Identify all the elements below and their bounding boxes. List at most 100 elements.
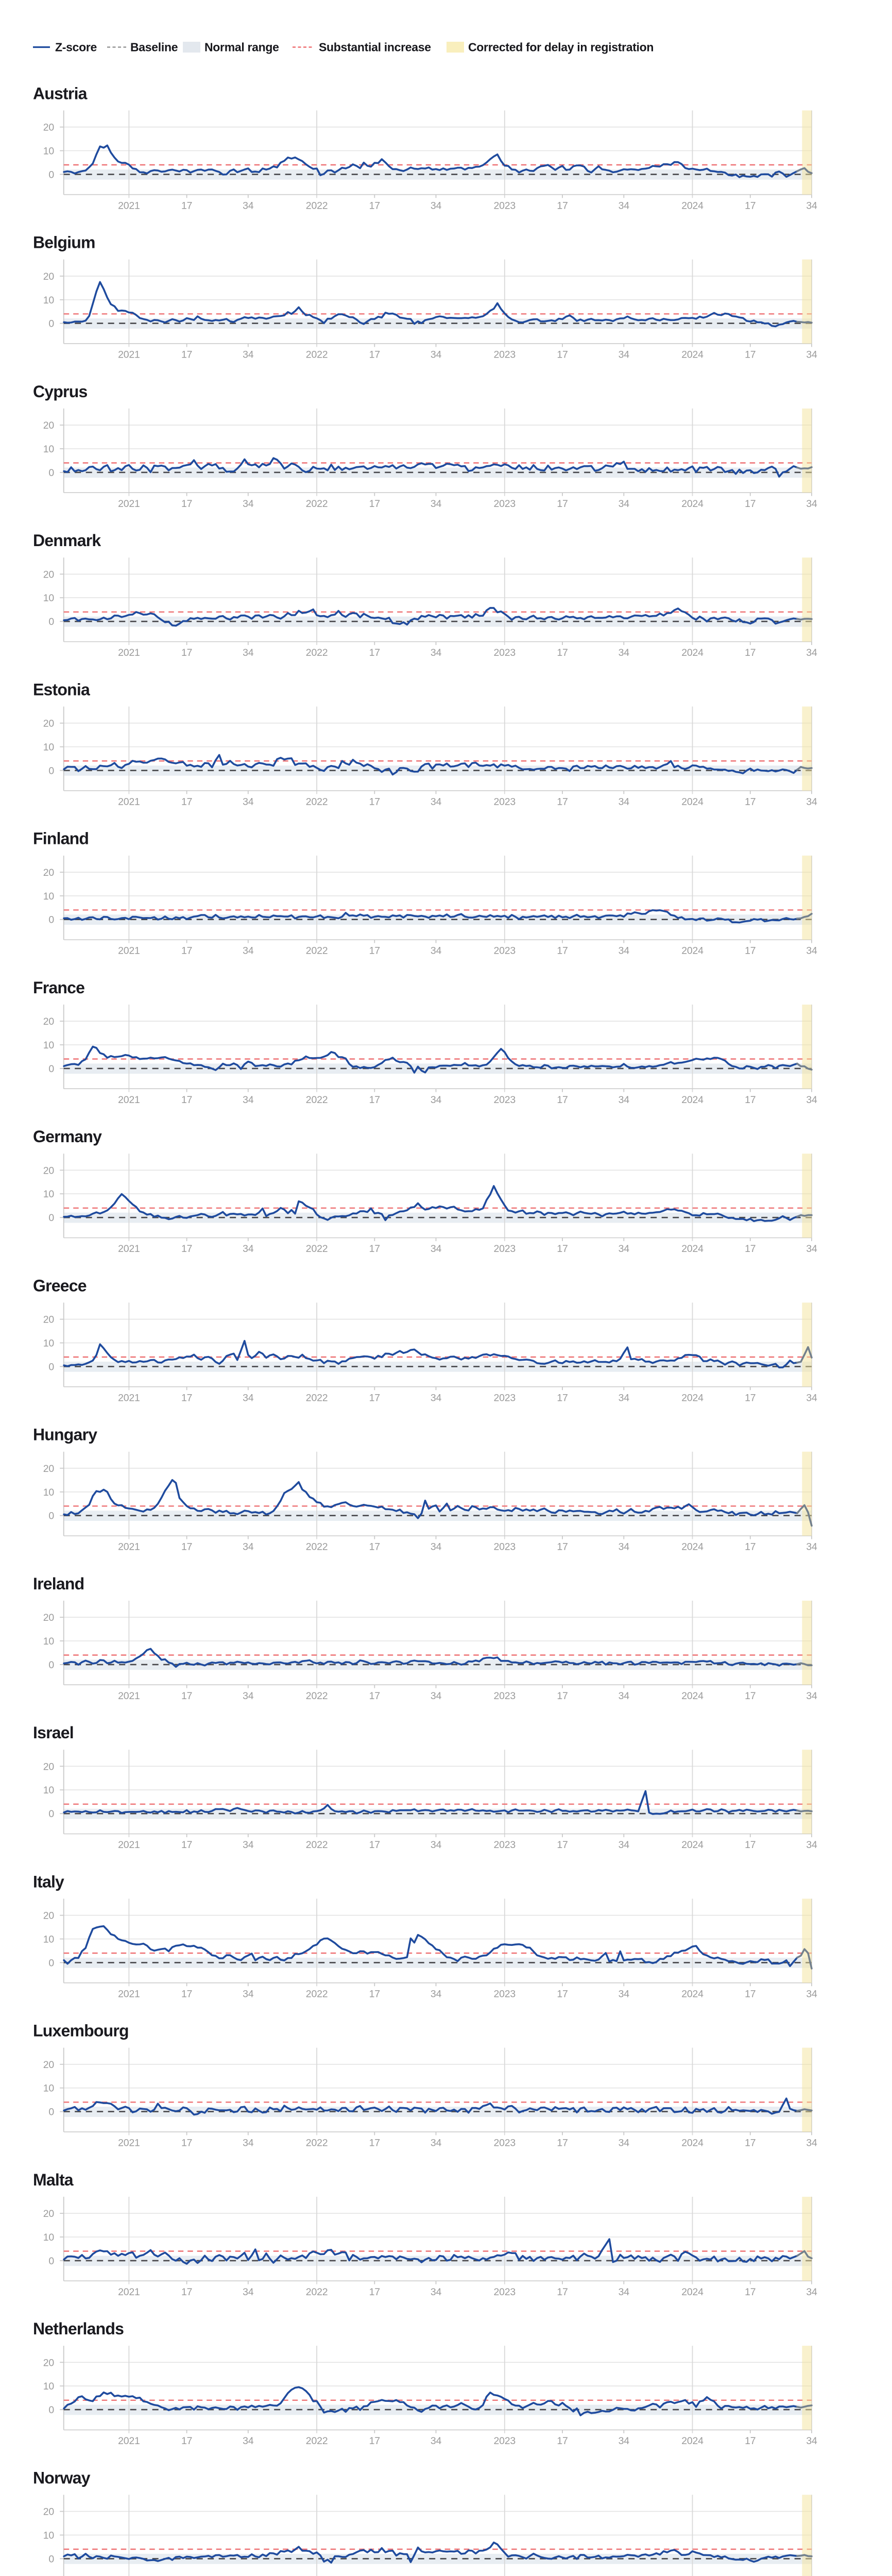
svg-text:17: 17 <box>745 498 756 510</box>
svg-text:34: 34 <box>619 498 630 510</box>
svg-text:34: 34 <box>431 2138 442 2149</box>
svg-text:34: 34 <box>619 2138 630 2149</box>
svg-text:17: 17 <box>181 796 192 807</box>
svg-text:2024: 2024 <box>681 349 704 361</box>
svg-text:2021: 2021 <box>118 1988 140 1999</box>
svg-text:20: 20 <box>43 1016 55 1027</box>
svg-text:34: 34 <box>619 945 630 957</box>
svg-text:17: 17 <box>745 1839 756 1851</box>
svg-text:17: 17 <box>369 2138 380 2149</box>
svg-text:17: 17 <box>369 2286 380 2298</box>
svg-text:34: 34 <box>431 498 442 510</box>
svg-text:2021: 2021 <box>118 1690 140 1702</box>
svg-text:17: 17 <box>557 498 568 510</box>
svg-text:2024: 2024 <box>681 1839 704 1851</box>
svg-text:34: 34 <box>243 1541 254 1553</box>
svg-text:0: 0 <box>48 1659 54 1671</box>
svg-text:2024: 2024 <box>681 1988 704 1999</box>
svg-text:20: 20 <box>43 1761 55 1772</box>
svg-text:17: 17 <box>745 945 756 957</box>
svg-text:17: 17 <box>369 796 380 807</box>
svg-text:34: 34 <box>806 2286 817 2298</box>
svg-text:34: 34 <box>243 1988 254 1999</box>
svg-text:17: 17 <box>557 1392 568 1403</box>
svg-text:0: 0 <box>48 2107 54 2118</box>
svg-text:2021: 2021 <box>118 2286 140 2298</box>
svg-text:10: 10 <box>43 2530 55 2541</box>
svg-text:17: 17 <box>745 1094 756 1106</box>
svg-text:17: 17 <box>745 349 756 361</box>
svg-text:17: 17 <box>369 1988 380 1999</box>
svg-text:2024: 2024 <box>681 1094 704 1106</box>
svg-text:2021: 2021 <box>118 1392 140 1403</box>
svg-text:34: 34 <box>243 1243 254 1255</box>
svg-text:17: 17 <box>745 1988 756 1999</box>
svg-text:34: 34 <box>806 1541 817 1553</box>
svg-text:10: 10 <box>43 146 55 157</box>
svg-text:2024: 2024 <box>681 796 704 807</box>
svg-text:10: 10 <box>43 891 55 902</box>
svg-text:17: 17 <box>181 1243 192 1255</box>
svg-text:17: 17 <box>369 647 380 658</box>
svg-text:34: 34 <box>806 498 817 510</box>
svg-text:17: 17 <box>181 2435 192 2447</box>
svg-text:34: 34 <box>431 1392 442 1403</box>
svg-text:Italy: Italy <box>33 1872 64 1891</box>
svg-text:17: 17 <box>369 1392 380 1403</box>
svg-text:10: 10 <box>43 2381 55 2392</box>
svg-text:2022: 2022 <box>306 2435 328 2447</box>
svg-text:34: 34 <box>619 1094 630 1106</box>
svg-text:34: 34 <box>806 1839 817 1851</box>
svg-text:17: 17 <box>557 1988 568 1999</box>
svg-text:34: 34 <box>806 1243 817 1255</box>
svg-text:34: 34 <box>806 1988 817 1999</box>
svg-text:France: France <box>33 978 84 997</box>
svg-text:Israel: Israel <box>33 1723 74 1742</box>
svg-text:34: 34 <box>431 945 442 957</box>
svg-text:2023: 2023 <box>494 200 516 211</box>
svg-text:10: 10 <box>43 1487 55 1498</box>
svg-text:17: 17 <box>181 498 192 510</box>
svg-text:2022: 2022 <box>306 1243 328 1255</box>
svg-text:17: 17 <box>745 1690 756 1702</box>
svg-text:2024: 2024 <box>681 1690 704 1702</box>
svg-text:0: 0 <box>48 2553 54 2565</box>
svg-text:0: 0 <box>48 1063 54 1075</box>
svg-text:34: 34 <box>243 1839 254 1851</box>
svg-text:2023: 2023 <box>494 2286 516 2298</box>
svg-text:Belgium: Belgium <box>33 233 95 252</box>
svg-text:20: 20 <box>43 420 55 431</box>
svg-text:2023: 2023 <box>494 1690 516 1702</box>
svg-text:2022: 2022 <box>306 1094 328 1106</box>
svg-text:20: 20 <box>43 1612 55 1623</box>
svg-text:0: 0 <box>48 1361 54 1372</box>
svg-text:17: 17 <box>181 1988 192 1999</box>
svg-text:34: 34 <box>806 647 817 658</box>
svg-text:17: 17 <box>181 2286 192 2298</box>
svg-text:0: 0 <box>48 1511 54 1522</box>
svg-text:2021: 2021 <box>118 349 140 361</box>
svg-text:34: 34 <box>431 200 442 211</box>
svg-text:20: 20 <box>43 1463 55 1475</box>
svg-text:2024: 2024 <box>681 1243 704 1255</box>
svg-text:17: 17 <box>181 647 192 658</box>
svg-text:17: 17 <box>745 647 756 658</box>
svg-text:2023: 2023 <box>494 1392 516 1403</box>
svg-text:17: 17 <box>557 349 568 361</box>
svg-text:34: 34 <box>619 349 630 361</box>
svg-text:17: 17 <box>745 2286 756 2298</box>
svg-text:10: 10 <box>43 1189 55 1200</box>
svg-text:17: 17 <box>557 1839 568 1851</box>
svg-text:Z-score: Z-score <box>55 41 97 54</box>
svg-text:Denmark: Denmark <box>33 531 101 550</box>
svg-text:2021: 2021 <box>118 1094 140 1106</box>
svg-text:17: 17 <box>557 2435 568 2447</box>
svg-text:17: 17 <box>557 1690 568 1702</box>
svg-text:10: 10 <box>43 1338 55 1349</box>
svg-text:Netherlands: Netherlands <box>33 2319 124 2338</box>
svg-text:10: 10 <box>43 295 55 306</box>
svg-text:20: 20 <box>43 2059 55 2071</box>
svg-text:2022: 2022 <box>306 200 328 211</box>
svg-text:10: 10 <box>43 1934 55 1945</box>
svg-text:34: 34 <box>431 1094 442 1106</box>
